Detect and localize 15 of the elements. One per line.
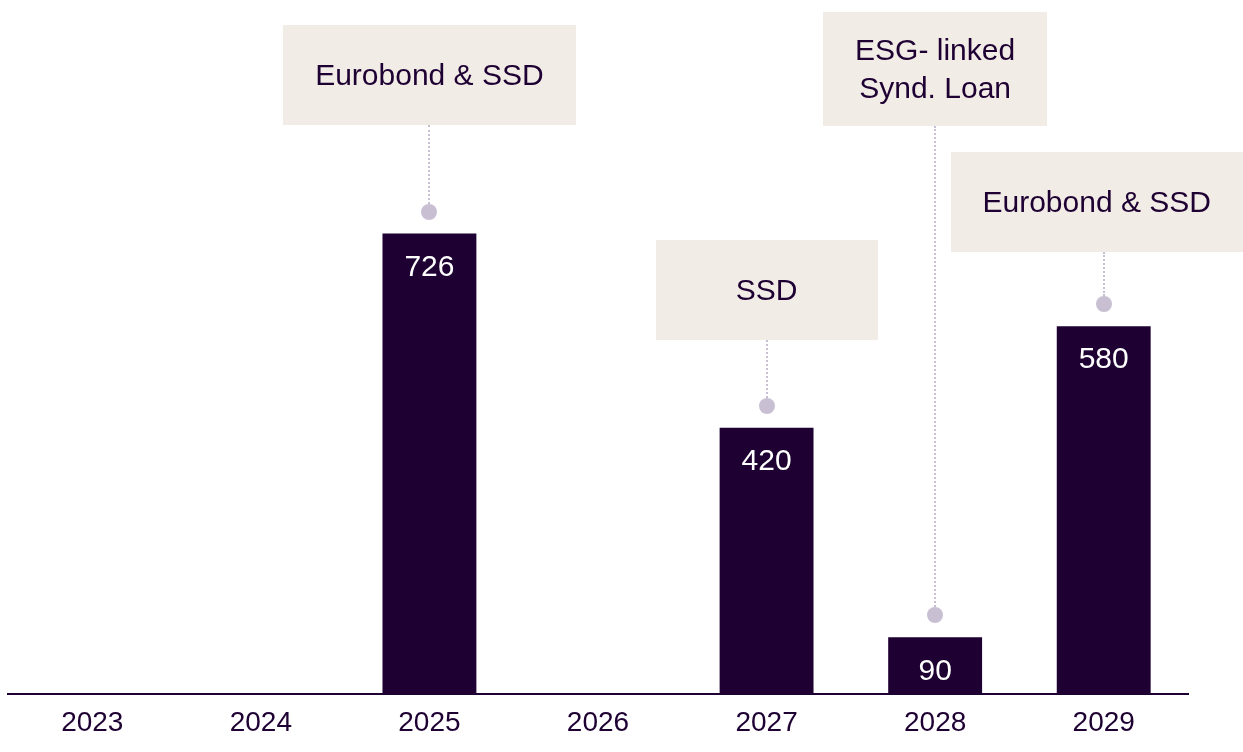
data-label: 90 [918, 652, 952, 686]
x-tick-label: 2027 [735, 705, 798, 737]
x-tick-label: 2029 [1072, 705, 1135, 737]
data-label: 420 [741, 443, 792, 477]
x-tick-label: 2026 [566, 705, 630, 737]
callout-box: Eurobond & SSD [283, 25, 576, 125]
callout-box: ESG- linked Synd. Loan [823, 12, 1048, 126]
data-label: 580 [1078, 341, 1129, 375]
callout-box: SSD [655, 240, 878, 340]
x-tick-label: 2025 [398, 705, 461, 737]
callout-box: Eurobond & SSD [950, 152, 1243, 252]
x-tick-label: 2024 [229, 705, 293, 737]
x-tick-label: 2028 [903, 705, 967, 737]
data-label: 726 [404, 248, 455, 282]
x-tick-label: 2023 [61, 705, 124, 737]
